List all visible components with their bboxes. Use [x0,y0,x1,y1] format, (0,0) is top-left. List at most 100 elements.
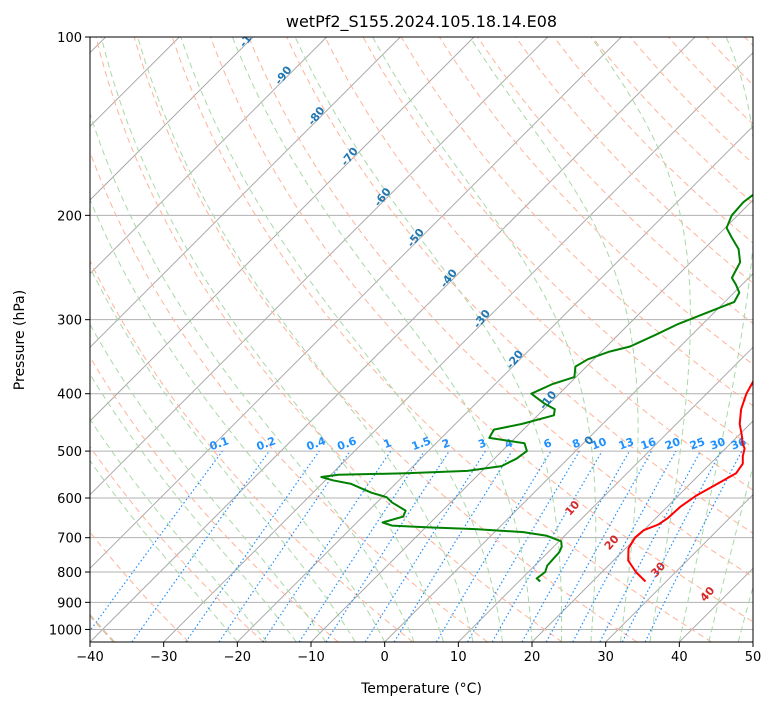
x-tick-label: 40 [671,650,688,665]
isotherm [163,51,753,642]
mixing-ratio-line [393,450,513,642]
y-axis: 100 200 300 400 500 600 700 800 900 1000 [49,31,90,638]
mixing-ratio-line [435,450,552,642]
y-tick-label: 700 [57,532,82,547]
isotherm [90,37,696,642]
x-tick-label: 50 [745,650,762,665]
dry-adiabat [248,37,753,578]
isotherm [605,493,753,642]
mixing-ratio-line [521,450,631,642]
mixing-ratio-label: 4 [503,436,515,451]
dry-adiabat [171,37,712,642]
x-tick-label: −20 [224,650,251,665]
dry-adiabat [400,37,753,407]
mixing-ratio-label: 0.6 [336,434,359,453]
mixing-ratio-label: 16 [639,435,658,453]
moist-adiabat [90,323,327,642]
mixing-ratio-label: 20 [663,435,682,453]
moist-adiabat [678,37,753,642]
moist-adiabat [90,418,268,642]
mixing-ratio-label: 2 [440,436,452,451]
mixing-ratio-label: 0.2 [255,434,278,453]
y-tick-label: 1000 [49,623,82,638]
y-tick-label: 500 [57,445,82,460]
moist-adiabat [137,37,474,642]
mixing-ratio-line [90,450,223,632]
dry-adiabat [90,445,264,642]
y-tick-label: 800 [57,566,82,581]
isotherm [90,37,254,201]
isotherm [90,37,328,275]
moist-adiabat [590,37,691,642]
isotherm [384,272,753,642]
temperature-profile [627,379,753,583]
mixing-ratio-line [131,450,270,642]
mixing-ratio-label: 3 [476,436,488,451]
x-axis-label: Temperature (°C) [360,681,482,697]
moist-adiabat [90,266,356,642]
mixing-ratio-label: 25 [688,435,707,452]
moist-adiabat [469,37,639,642]
mixing-ratio-line [466,450,580,642]
sounding-series [320,193,753,583]
isotherm [90,37,549,496]
x-tick-label: 10 [450,650,467,665]
moist-adiabat [708,464,753,642]
mixing-ratio-line [545,450,653,642]
x-tick-label: −10 [297,650,324,665]
mixing-ratio-line [572,450,677,642]
x-tick-label: −40 [76,650,103,665]
mixing-ratio-label: 30 [708,435,727,453]
mixing-ratio-label: 0.4 [305,434,328,453]
y-tick-label: 900 [57,596,82,611]
y-axis-label: Pressure (hPa) [12,290,28,390]
plot-frame [89,36,754,643]
mixing-ratio-line [218,450,351,642]
mixing-ratio-label: 13 [617,435,636,452]
moist-adiabat [294,37,563,642]
moist-adiabat [90,373,297,642]
dry-adiabat [95,37,563,642]
mixing-ratio-label: 6 [542,436,554,451]
moist-adiabat [90,198,386,642]
y-tick-label: 100 [57,31,82,46]
isotherm [90,37,401,349]
mixing-ratio-label: 1 [382,436,394,451]
x-tick-label: 20 [524,650,541,665]
moist-adiabat [231,37,533,642]
pressure-gridlines [90,37,753,630]
dry-adiabat [90,259,414,642]
mixing-ratio-line [364,450,486,642]
mixing-ratio-label: 1.5 [410,434,433,453]
x-axis: −40 −30 −20 −10 0 10 20 30 40 50 [76,642,761,665]
y-tick-label: 200 [57,209,82,224]
mixing-ratio-line [185,450,320,642]
mixing-ratio-label: 10 [590,435,609,453]
adiabat-labels: 0.10.20.40.611.52346810131620253036-100-… [208,37,748,604]
y-tick-label: 300 [57,314,82,329]
isotherm [236,125,753,642]
dry-adiabat [133,37,638,642]
moist-adiabats [90,37,753,642]
mixing-ratio-label: 8 [570,436,582,451]
dry-adiabat [324,37,753,491]
y-tick-label: 400 [57,388,82,403]
y-tick-label: 600 [57,492,82,507]
moist-adiabat [100,37,445,642]
dry-adiabat [515,37,753,284]
x-tick-label: −30 [150,650,177,665]
mixing-ratio-label: 0.1 [208,434,231,453]
dry-adiabat [362,37,753,449]
mixing-ratio-line [325,450,450,642]
x-tick-label: 30 [597,650,614,665]
moist-adiabat [180,37,503,642]
mixing-ratio-line [491,450,603,642]
plot-area: 0.10.20.40.611.52346810131620253036-100-… [90,37,753,642]
dry-adiabats [90,37,753,642]
moist-adiabat [737,585,753,642]
moist-adiabat [90,112,415,642]
dewpoint-profile [320,193,753,583]
dry-adiabat [477,37,753,325]
